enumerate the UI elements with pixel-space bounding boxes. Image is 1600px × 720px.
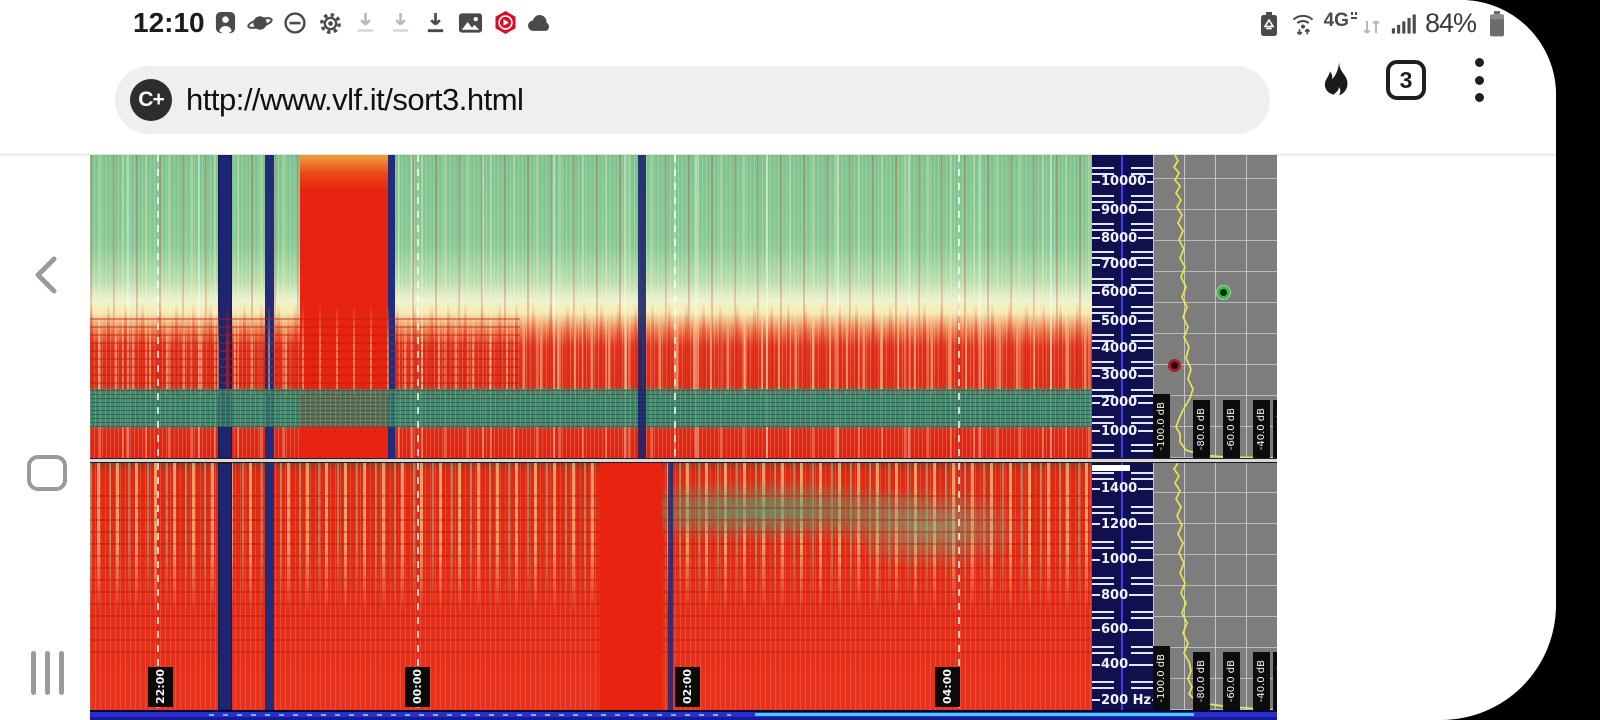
url-text[interactable]: http://www.vlf.it/sort3.html [186, 82, 524, 117]
strip-cyan-dashes [208, 714, 731, 716]
freq-tick-label: 7000 [1101, 257, 1138, 273]
freq-tick-label: 1000 [1101, 552, 1138, 568]
freq-tick-label: 1400 [1101, 481, 1138, 497]
waterfall-band-2khz [90, 389, 1092, 427]
marker-dot-red [1168, 359, 1181, 372]
interference-gap-stripe [218, 463, 232, 710]
panel-separator [90, 458, 1277, 463]
time-gridline [157, 155, 159, 458]
freq-tick-label: 3000 [1101, 368, 1138, 384]
person-pin-icon [212, 10, 238, 36]
spectrum-trace [1172, 155, 1277, 458]
tab-switcher-button[interactable]: 3 [1386, 60, 1426, 100]
time-label: 02:00 [675, 667, 700, 707]
overflow-menu-button[interactable] [1468, 58, 1490, 102]
phone-screen: 12:10 [0, 0, 1556, 720]
freq-tick-label: 10000 [1101, 174, 1147, 190]
signal-bars-icon [1391, 11, 1417, 37]
clock: 12:10 [133, 7, 205, 38]
freq-tick-label: 9000 [1101, 202, 1138, 218]
strip-cyan-band [754, 713, 1194, 716]
time-gridline [417, 155, 419, 458]
browser-toolbar: C+ http://www.vlf.it/sort3.html 3 [0, 46, 1556, 154]
recents-button[interactable] [24, 650, 70, 696]
time-label: 00:00 [405, 667, 430, 707]
waterfall-upper [90, 155, 1092, 458]
video-hexagon-play-icon [492, 10, 518, 36]
frequency-scale-lower: 1400 1200 1000 800 600 400 200 Hz [1092, 463, 1153, 720]
db-scale-label: -80.0 dB [1193, 652, 1210, 710]
time-gridline [958, 155, 960, 458]
battery-icon [1484, 10, 1510, 37]
db-scale-label: -60.0 dB [1223, 400, 1240, 458]
freq-tick-label: 1200 [1101, 516, 1138, 532]
interference-gap-stripe [668, 463, 673, 710]
battery-percent-label: 84% [1424, 8, 1477, 38]
spectrum-analyzer-upper: -100.0 dB -80.0 dB -60.0 dB -40.0 dB -20… [1153, 155, 1277, 458]
time-gridline [417, 463, 419, 710]
freq-tick-label: 400 [1101, 657, 1129, 673]
freq-tick-label: 1000 [1101, 423, 1138, 439]
freq-tick-label: 2000 [1101, 395, 1138, 411]
freq-tick-label: 8000 [1101, 230, 1138, 246]
download-complete-icon [422, 10, 448, 36]
waterfall-texture [90, 493, 1092, 653]
planet-icon [247, 10, 273, 36]
interference-gap-stripe [638, 155, 646, 458]
saturated-signal-column [600, 463, 662, 710]
time-label: 04:00 [935, 667, 960, 707]
spectrum-trace [1172, 463, 1277, 710]
db-scale-label: -60.0 dB [1223, 652, 1240, 710]
wifi-updown-icon [1290, 11, 1316, 37]
db-scale-label: -100.0 dB [1153, 394, 1170, 458]
frequency-scale-upper: 10000 9000 8000 7000 6000 5000 4000 3000… [1092, 155, 1153, 458]
download-pending-icon [387, 10, 413, 36]
time-label: 22:00 [148, 667, 173, 707]
freq-tick-label: 6000 [1101, 285, 1138, 301]
time-gridline [674, 155, 676, 458]
freq-tick-label: 5000 [1101, 313, 1138, 329]
spectrum-analyzer-lower: -100.0 dB -80.0 dB -60.0 dB -40.0 dB -20… [1153, 463, 1277, 710]
system-status-icons: 4G 84% [1256, 8, 1510, 39]
browser-chrome: 12:10 [0, 0, 1556, 155]
flame-icon-button[interactable] [1311, 56, 1357, 104]
time-gridline [157, 463, 159, 710]
gear-icon [317, 10, 343, 36]
vlf-spectrogram[interactable]: 10000 9000 8000 7000 6000 5000 4000 3000… [90, 155, 1277, 720]
marker-dot-green [1217, 286, 1230, 299]
tab-count: 3 [1399, 66, 1413, 93]
do-not-disturb-icon [282, 10, 308, 36]
freq-tick-label: 4000 [1101, 340, 1138, 356]
db-scale-label: -80.0 dB [1193, 400, 1210, 458]
freq-tick-label: 800 [1101, 587, 1129, 603]
waterfall-lower: 22:00 00:00 02:00 04:00 [90, 463, 1092, 710]
freq-tick-label: 600 [1101, 622, 1129, 638]
image-icon [457, 10, 483, 36]
battery-saver-icon [1256, 11, 1282, 37]
mobile-network-icon: 4G [1324, 11, 1383, 36]
waterfall-texture [90, 315, 520, 400]
interference-gap-stripe [265, 463, 274, 710]
time-gridline [958, 463, 960, 710]
db-scale-label: -100.0 dB [1153, 646, 1170, 710]
db-scale-label: -20.0 dB [1273, 400, 1277, 458]
notification-icons [212, 10, 553, 36]
status-bar: 12:10 [0, 0, 1556, 46]
download-pending-icon [352, 10, 378, 36]
db-scale-label: -20.0 dB [1273, 652, 1277, 710]
url-bar[interactable]: C+ http://www.vlf.it/sort3.html [115, 66, 1270, 134]
db-scale-label: -40.0 dB [1253, 652, 1270, 710]
freq-tick-label: 200 Hz [1101, 692, 1152, 708]
url-badge-icon[interactable]: C+ [130, 79, 172, 121]
next-spectrogram-strip [90, 710, 1277, 720]
back-button[interactable] [24, 252, 70, 298]
db-scale-label: -40.0 dB [1253, 400, 1270, 458]
waterfall-texture [90, 303, 1092, 395]
home-button[interactable] [24, 450, 70, 496]
cloud-icon [527, 10, 553, 36]
android-nav-rail [0, 120, 90, 720]
